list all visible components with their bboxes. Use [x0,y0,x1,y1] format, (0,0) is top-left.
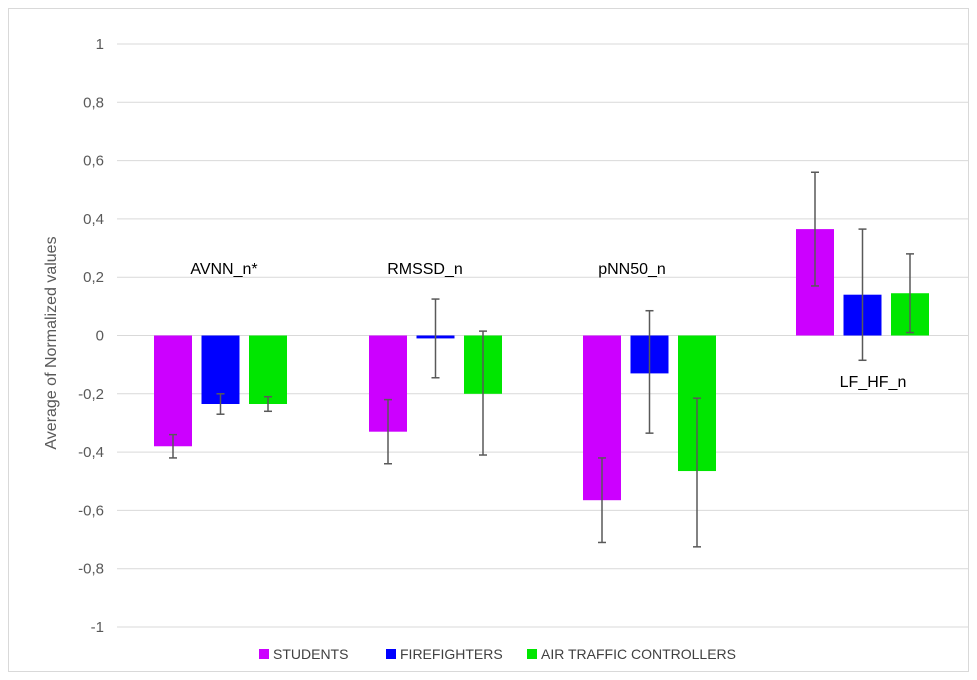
chart-frame: 1 0,8 0,6 0,4 0,2 0 -0,2 -0,4 -0,6 -0,8 -1 Average… [8,8,969,672]
y-tick-label: 1 [96,36,104,53]
y-tick-label: 0,6 [83,153,104,170]
error-bar [906,253,914,334]
legend-item: FIREFIGHTERS [386,646,503,662]
category-label: RMSSD_n [387,261,463,278]
y-tick-label: -0,8 [78,561,104,578]
legend-item: AIR TRAFFIC CONTROLLERS [527,646,736,662]
y-tick-label: 0,4 [83,211,104,228]
legend-label: AIR TRAFFIC CONTROLLERS [541,646,736,662]
error-bar [384,398,392,465]
y-tick-label: -1 [91,619,104,636]
error-bar [645,309,654,434]
group-labels: AVNN_n* RMSSD_n pNN50_n LF_HF_n [190,261,906,391]
legend-swatch [386,649,396,659]
legend-item: STUDENTS [259,646,348,662]
y-tick-label: 0,2 [83,269,104,286]
bars [154,229,929,501]
category-label: LF_HF_n [840,374,907,391]
error-bar [811,171,819,287]
bar-air-traffic-controllers [249,335,287,405]
y-tick-label: -0,4 [78,444,104,461]
legend: STUDENTS FIREFIGHTERS AIR TRAFFIC CONTROLL… [259,646,736,662]
error-bar [858,228,867,362]
error-bar [264,395,272,413]
error-bar [431,298,440,379]
legend-swatch [527,649,537,659]
legend-label: STUDENTS [273,646,348,662]
error-bar [479,330,487,456]
gridlines [117,43,969,628]
y-axis-ticks: 1 0,8 0,6 0,4 0,2 0 -0,2 -0,4 -0,6 -0,8 -1 [78,36,104,636]
legend-swatch [259,649,269,659]
y-tick-label: 0,8 [83,94,104,111]
error-bar [216,393,225,415]
category-label: AVNN_n* [190,261,257,278]
error-bar [598,457,606,544]
y-tick-label: -0,2 [78,386,104,403]
y-tick-label: -0,6 [78,502,104,519]
bar-firefighters [201,335,240,405]
error-bar [693,397,701,548]
error-bar [169,433,177,459]
error-bars [169,171,914,548]
legend-label: FIREFIGHTERS [400,646,503,662]
y-axis-title: Average of Normalized values [43,236,60,449]
bar-students [154,335,192,447]
category-label: pNN50_n [598,261,666,278]
bar-chart: 1 0,8 0,6 0,4 0,2 0 -0,2 -0,4 -0,6 -0,8 -1 Average… [43,36,969,662]
y-tick-label: 0 [96,328,104,345]
